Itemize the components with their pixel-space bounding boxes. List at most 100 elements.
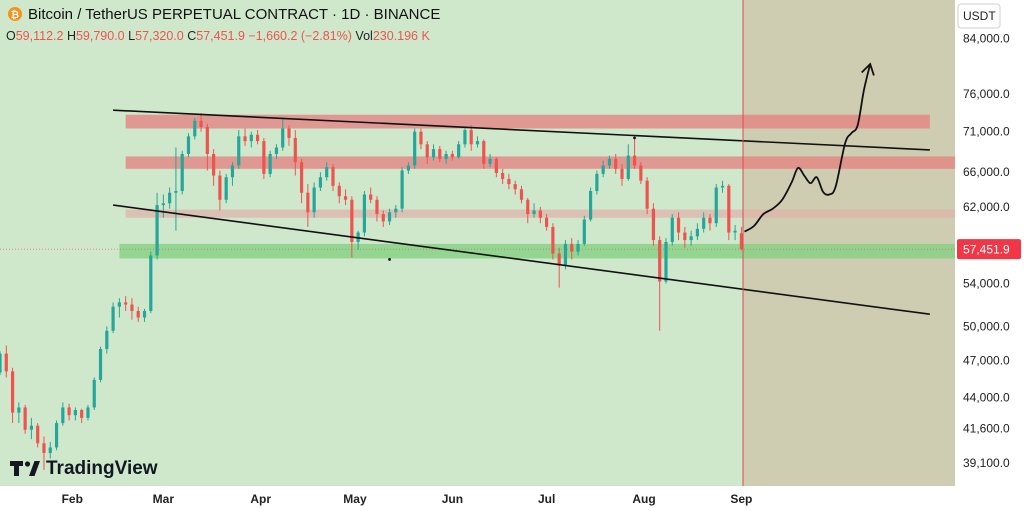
candle xyxy=(54,420,59,451)
candle xyxy=(230,162,235,186)
currency-badge[interactable] xyxy=(957,3,1001,29)
candle xyxy=(727,184,731,241)
candle-body xyxy=(199,120,203,127)
candle xyxy=(306,184,310,227)
candle-body xyxy=(387,212,392,222)
candle-body xyxy=(664,241,668,282)
tradingview-mark-slash xyxy=(29,461,40,476)
candle xyxy=(438,145,442,163)
tradingview-logo: TradingView xyxy=(10,458,158,479)
candle xyxy=(17,402,21,424)
candle xyxy=(375,196,379,222)
candle-body xyxy=(255,134,260,142)
time-tick-label: Aug xyxy=(632,492,655,506)
volume-key: Vol xyxy=(352,29,373,43)
candle-body xyxy=(444,153,448,159)
candle xyxy=(212,149,216,186)
time-tick-label: Jun xyxy=(442,492,463,506)
candle-body xyxy=(607,158,612,166)
future-zone xyxy=(743,0,955,486)
current-price-badge xyxy=(957,239,1021,260)
candle xyxy=(632,139,637,169)
candle xyxy=(343,189,348,206)
candle-body xyxy=(29,425,34,430)
candle-body xyxy=(92,379,96,408)
candle xyxy=(563,240,568,270)
candle-body xyxy=(67,407,71,416)
candle-body xyxy=(274,147,279,154)
trendline[interactable] xyxy=(112,204,930,316)
ohlc-key: C xyxy=(184,29,197,43)
price-tick-label: 62,000.0 xyxy=(963,200,1010,214)
candle-body xyxy=(513,184,517,190)
candle-body xyxy=(331,167,335,186)
candle xyxy=(651,203,656,246)
candle-body xyxy=(519,189,524,200)
bitcoin-icon-glyph: ₿ xyxy=(11,9,19,21)
candle-body xyxy=(325,167,329,178)
marker-dot xyxy=(633,136,636,140)
candle-body xyxy=(475,141,480,145)
candle xyxy=(588,187,593,222)
candle-body xyxy=(186,136,191,154)
candle-body xyxy=(243,136,247,142)
volume-value: 230.196 K xyxy=(373,29,431,43)
candle xyxy=(670,214,674,246)
candle-body xyxy=(61,407,65,424)
candle-body xyxy=(73,410,77,416)
symbol-title[interactable]: Bitcoin / TetherUS PERPETUAL CONTRACT · … xyxy=(28,6,440,23)
candle-body xyxy=(727,185,731,233)
candle-body xyxy=(287,128,291,138)
candle xyxy=(199,113,203,132)
candle-body xyxy=(413,131,417,166)
candle xyxy=(23,404,27,434)
candle xyxy=(387,208,392,226)
candle xyxy=(695,223,700,241)
candle-body xyxy=(551,226,555,254)
candle xyxy=(501,168,505,185)
candle-body xyxy=(708,217,712,224)
candle xyxy=(149,251,153,314)
candle-body xyxy=(375,199,379,215)
candle xyxy=(0,351,2,376)
candle-body xyxy=(268,153,272,174)
candle xyxy=(218,170,222,211)
candle-body xyxy=(306,192,310,213)
projection-arrowhead xyxy=(861,62,875,76)
candle-body xyxy=(702,217,706,229)
price-tick-label: 44,000.0 xyxy=(963,390,1010,404)
candle xyxy=(519,185,524,204)
candle xyxy=(469,125,473,151)
candle-body xyxy=(620,168,624,179)
candle-body xyxy=(142,310,147,318)
candle xyxy=(249,131,253,148)
candle-body xyxy=(614,158,618,169)
candle-body xyxy=(224,177,228,200)
candle-body xyxy=(205,126,209,154)
candle-body xyxy=(645,180,649,209)
bitcoin-icon xyxy=(8,7,22,21)
candle xyxy=(607,155,612,169)
candle xyxy=(350,196,354,258)
candle-body xyxy=(54,423,59,448)
candle-body xyxy=(563,243,568,266)
price-tick-label: 66,000.0 xyxy=(963,165,1010,179)
ohlc-key: H xyxy=(63,29,76,43)
candle xyxy=(739,227,743,251)
price-tick-label: 41,600.0 xyxy=(963,421,1010,435)
candle xyxy=(36,423,40,448)
candle-body xyxy=(570,243,574,252)
candle xyxy=(369,187,373,204)
brand-name: TradingView xyxy=(46,458,158,479)
resistance-zone xyxy=(125,114,930,129)
candle xyxy=(155,192,159,260)
candle-body xyxy=(689,236,693,241)
candle xyxy=(174,147,178,231)
candle xyxy=(676,212,681,241)
candle xyxy=(626,144,630,181)
candle xyxy=(73,407,77,421)
candle xyxy=(205,123,209,171)
trendline[interactable] xyxy=(113,109,930,151)
candle-body xyxy=(111,306,115,331)
